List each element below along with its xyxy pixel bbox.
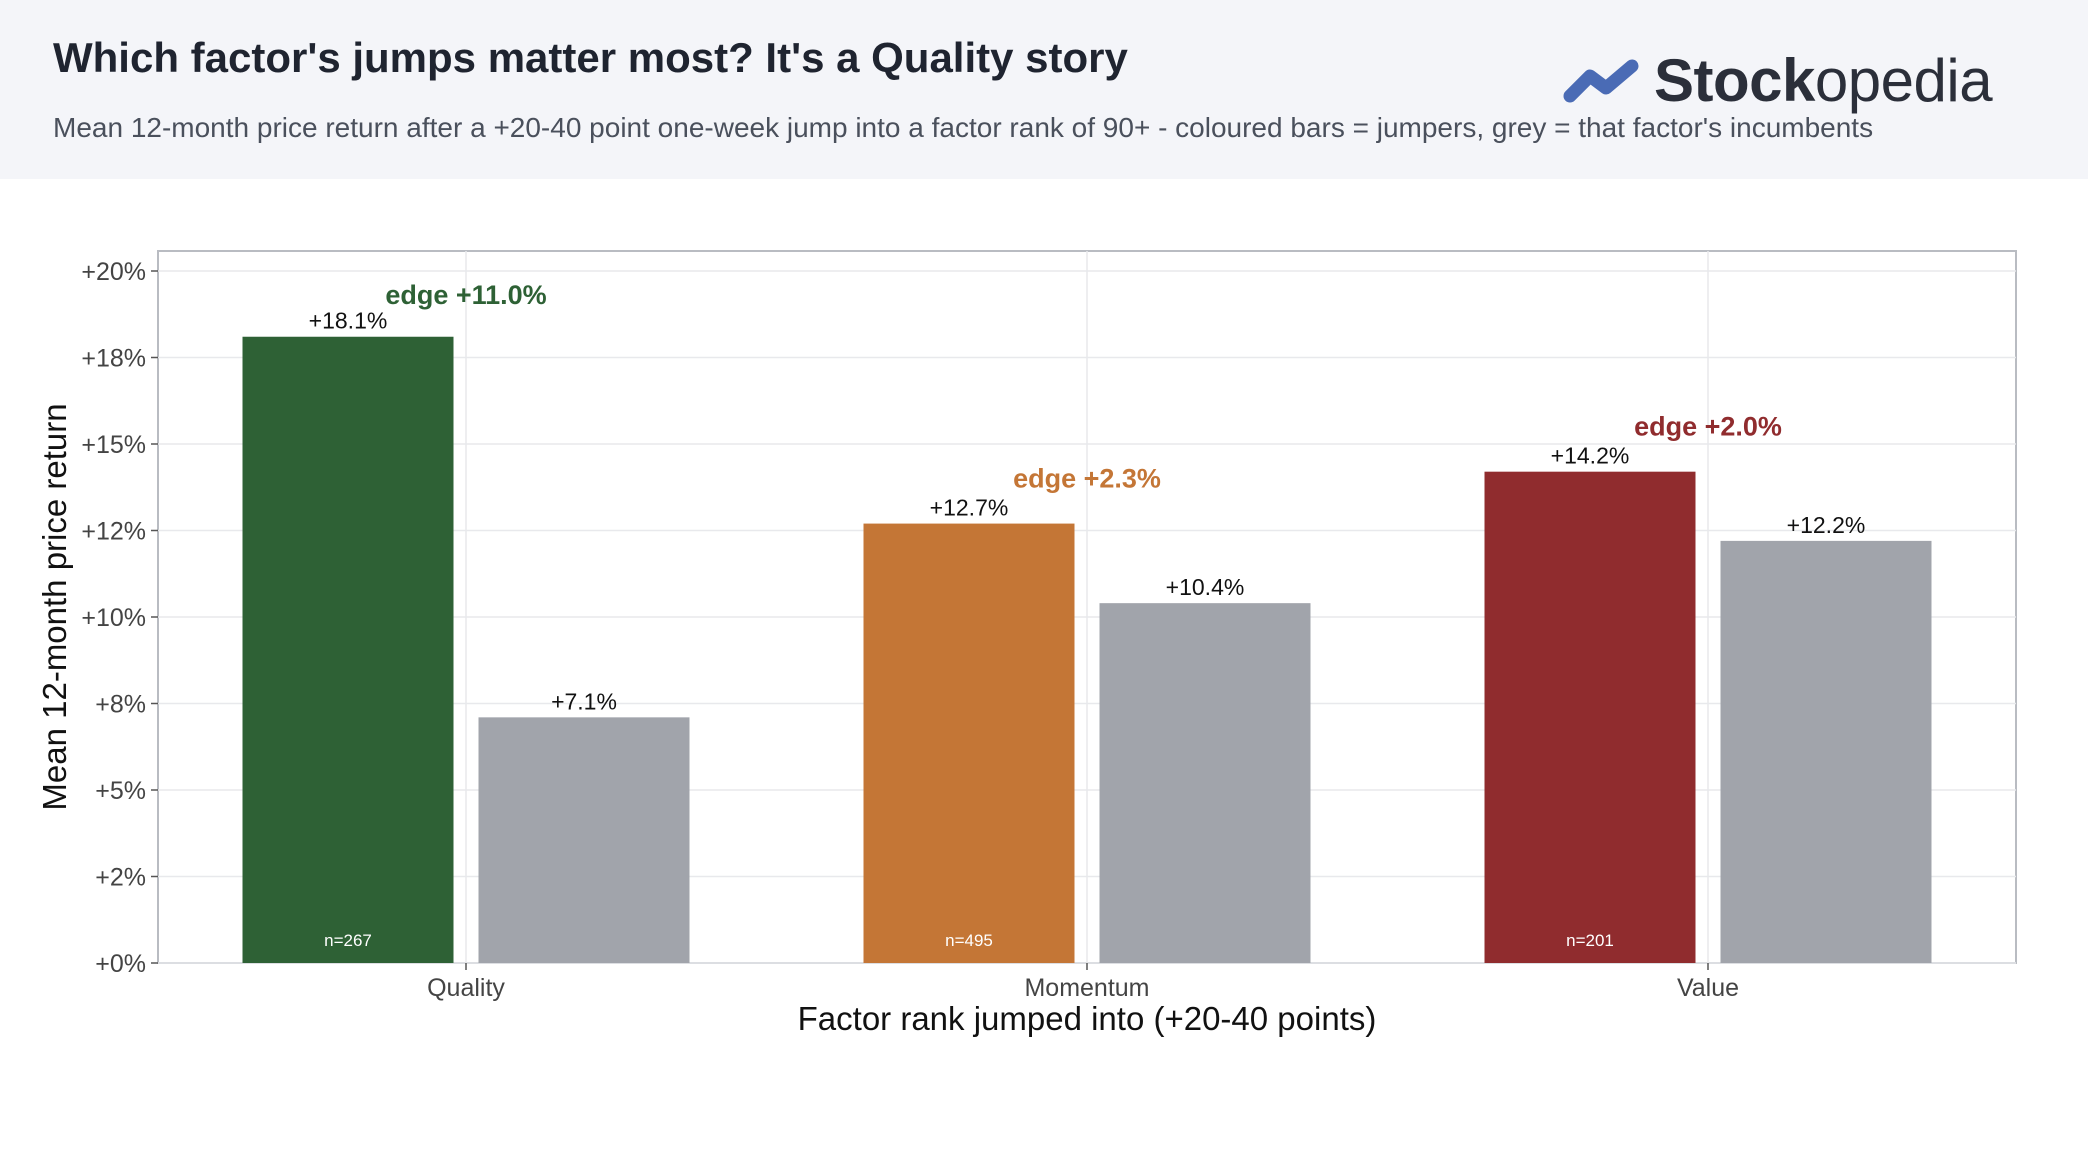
page-title: Which factor's jumps matter most? It's a…	[53, 34, 1128, 81]
bar-quality-jumpers	[242, 336, 454, 963]
bar-value-jumpers	[1484, 471, 1696, 963]
edge-annotation: edge +11.0%	[385, 280, 546, 310]
logo-wordmark: Stockopedia	[1654, 46, 1993, 115]
bar-momentum-incumbents	[1099, 603, 1311, 963]
logo-wordmark-light: opedia	[1814, 47, 1993, 114]
bar-quality-incumbents	[478, 717, 690, 963]
y-tick-label: +12%	[81, 518, 146, 546]
stockopedia-logo: Stockopedia	[1562, 46, 2012, 118]
data-label: +10.4%	[1166, 574, 1245, 600]
x-tick-label: Value	[1677, 974, 1739, 1002]
count-label: n=267	[324, 931, 372, 950]
bar-momentum-jumpers	[863, 523, 1075, 963]
trend-logo-icon	[1563, 59, 1639, 103]
x-tick-label: Quality	[427, 974, 505, 1002]
data-label: +18.1%	[309, 308, 388, 334]
count-label: n=201	[1566, 931, 1614, 950]
x-tick-label: Momentum	[1024, 974, 1149, 1002]
page-subtitle: Mean 12-month price return after a +20-4…	[53, 112, 1874, 143]
y-tick-label: +2%	[95, 864, 146, 892]
y-tick-label: +18%	[81, 345, 146, 373]
bar-value-incumbents	[1720, 540, 1932, 963]
x-axis-label: Factor rank jumped into (+20-40 points)	[798, 1000, 1377, 1037]
bar-chart: +0% +2% +5% +8% +10% +12% +15% +18% +20% +18.1% n=…	[36, 250, 2017, 1037]
data-label: +7.1%	[551, 688, 617, 714]
header-band: Which factor's jumps matter most? It's a…	[0, 0, 2088, 179]
logo-wordmark-bold: Stock	[1654, 47, 1815, 114]
count-label: n=495	[945, 931, 993, 950]
y-tick-label: +15%	[81, 431, 146, 459]
y-tick-label: +0%	[95, 950, 146, 978]
y-axis-label: Mean 12-month price return	[36, 403, 73, 810]
y-tick-label: +10%	[81, 604, 146, 632]
edge-annotation: edge +2.0%	[1634, 412, 1782, 442]
y-tick-label: +5%	[95, 777, 146, 805]
data-label: +12.2%	[1787, 512, 1866, 538]
y-tick-label: +20%	[81, 258, 146, 286]
y-tick-label: +8%	[95, 691, 146, 719]
edge-annotation: edge +2.3%	[1013, 464, 1161, 494]
data-label: +14.2%	[1551, 443, 1630, 469]
data-label: +12.7%	[930, 495, 1009, 521]
